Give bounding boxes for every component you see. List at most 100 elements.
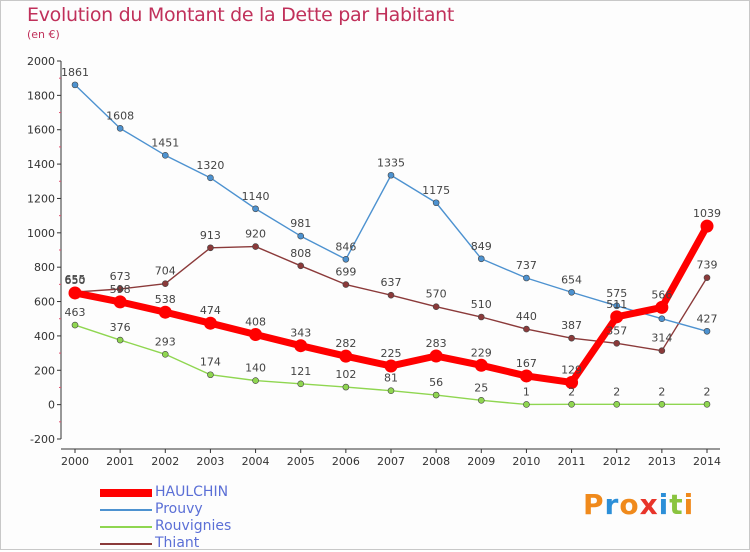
point-prouvy: [297, 232, 305, 240]
point-rouvignies: [252, 377, 259, 384]
y-tick-label: 800: [34, 261, 55, 274]
legend-item-thiant: Thiant: [100, 535, 231, 552]
point-haulchin: [113, 295, 127, 309]
brand-letter: i: [658, 488, 670, 521]
point-prouvy: [523, 274, 530, 282]
data-label-haulchin: 229: [471, 346, 492, 359]
data-label-haulchin: 650: [65, 274, 86, 287]
point-rouvignies: [613, 400, 621, 408]
point-haulchin: [294, 339, 308, 353]
y-tick-label: 1800: [27, 89, 55, 102]
brand-letter: r: [604, 488, 620, 521]
x-tick-label: 2003: [196, 455, 224, 468]
y-tick-label: 1200: [27, 192, 55, 205]
data-label-thiant: 387: [561, 319, 582, 332]
brand-letter: o: [619, 488, 640, 521]
data-label-prouvy: 1861: [61, 66, 89, 79]
point-thiant: [387, 291, 395, 299]
series-layer: [68, 81, 714, 408]
point-thiant: [658, 347, 666, 354]
data-label-rouvignies: 2: [613, 385, 620, 398]
data-label-rouvignies: 293: [155, 335, 176, 348]
data-label-haulchin: 566: [651, 288, 672, 301]
point-rouvignies: [658, 400, 666, 408]
data-label-haulchin: 343: [290, 327, 311, 340]
point-rouvignies: [523, 401, 530, 408]
data-label-prouvy: 1608: [106, 109, 134, 122]
point-rouvignies: [703, 400, 711, 408]
data-label-rouvignies: 2: [568, 385, 575, 398]
point-haulchin: [158, 305, 172, 319]
point-haulchin: [203, 316, 217, 330]
brand-logo: Proxiti: [583, 488, 694, 521]
series-rouvignies: [71, 321, 711, 408]
point-thiant: [342, 281, 350, 288]
point-rouvignies: [387, 387, 395, 395]
data-label-prouvy: 1335: [377, 156, 405, 169]
data-label-prouvy: 981: [290, 217, 311, 230]
point-rouvignies: [297, 380, 305, 388]
data-label-prouvy: 1320: [196, 159, 224, 172]
data-label-haulchin: 598: [110, 283, 131, 296]
data-labels: 463 376 293 174 140 121 102 81 56 25 1 2 2 2 2 655 673 70…: [61, 66, 721, 399]
data-label-rouvignies: 102: [335, 368, 356, 381]
data-label-thiant: 314: [651, 332, 672, 345]
data-label-haulchin: 511: [606, 298, 627, 311]
legend-item-prouvy: Prouvy: [100, 501, 231, 518]
point-rouvignies: [161, 350, 169, 358]
data-label-prouvy: 1451: [151, 136, 179, 149]
legend-label: HAULCHIN: [155, 484, 229, 500]
point-prouvy: [658, 315, 666, 323]
data-label-haulchin: 283: [426, 337, 447, 350]
data-label-haulchin: 225: [381, 347, 402, 360]
point-rouvignies: [71, 321, 79, 329]
point-prouvy: [703, 327, 711, 335]
series-haulchin: [68, 219, 714, 389]
x-tick-label: 2000: [61, 455, 89, 468]
brand-letter: t: [669, 488, 684, 521]
data-label-rouvignies: 2: [658, 385, 665, 398]
point-haulchin: [249, 328, 263, 342]
y-tick-label: 0: [48, 399, 55, 412]
data-label-thiant: 913: [200, 229, 221, 242]
point-prouvy: [568, 288, 575, 296]
data-label-thiant: 637: [381, 276, 402, 289]
data-label-haulchin: 474: [200, 304, 221, 317]
data-label-rouvignies: 56: [429, 376, 443, 389]
point-haulchin: [610, 310, 624, 324]
chart-title: Evolution du Montant de la Dette par Hab…: [27, 4, 455, 26]
y-tick-label: 1000: [27, 227, 55, 240]
data-label-rouvignies: 121: [290, 365, 311, 378]
point-haulchin: [384, 359, 398, 373]
point-thiant: [116, 285, 124, 293]
unit-label: (en €): [27, 28, 60, 41]
y-tick-label: 1400: [27, 158, 55, 171]
legend-label: Prouvy: [155, 501, 203, 517]
data-label-prouvy: 427: [697, 312, 718, 325]
x-tick-label: 2001: [106, 455, 134, 468]
legend-label: Thiant: [155, 535, 200, 551]
data-label-thiant: 673: [110, 270, 131, 283]
point-haulchin: [519, 369, 533, 383]
x-tick-label: 2002: [151, 455, 179, 468]
data-label-rouvignies: 463: [65, 306, 86, 319]
point-prouvy: [161, 152, 169, 159]
y-tick-label: 600: [34, 296, 55, 309]
point-thiant: [613, 339, 621, 347]
x-tick-label: 2006: [332, 455, 360, 468]
data-label-prouvy: 737: [516, 259, 537, 272]
point-thiant: [161, 280, 169, 287]
data-label-haulchin: 538: [155, 293, 176, 306]
point-prouvy: [116, 125, 124, 132]
brand-letter: x: [639, 488, 659, 521]
x-tick-label: 2012: [603, 455, 631, 468]
y-tick-label: 200: [34, 364, 55, 377]
legend-swatch: [100, 542, 152, 545]
data-label-rouvignies: 376: [110, 321, 131, 334]
y-tick-label: 400: [34, 330, 55, 343]
x-tick-label: 2013: [648, 455, 676, 468]
data-label-prouvy: 1175: [422, 184, 450, 197]
point-thiant: [207, 244, 214, 252]
